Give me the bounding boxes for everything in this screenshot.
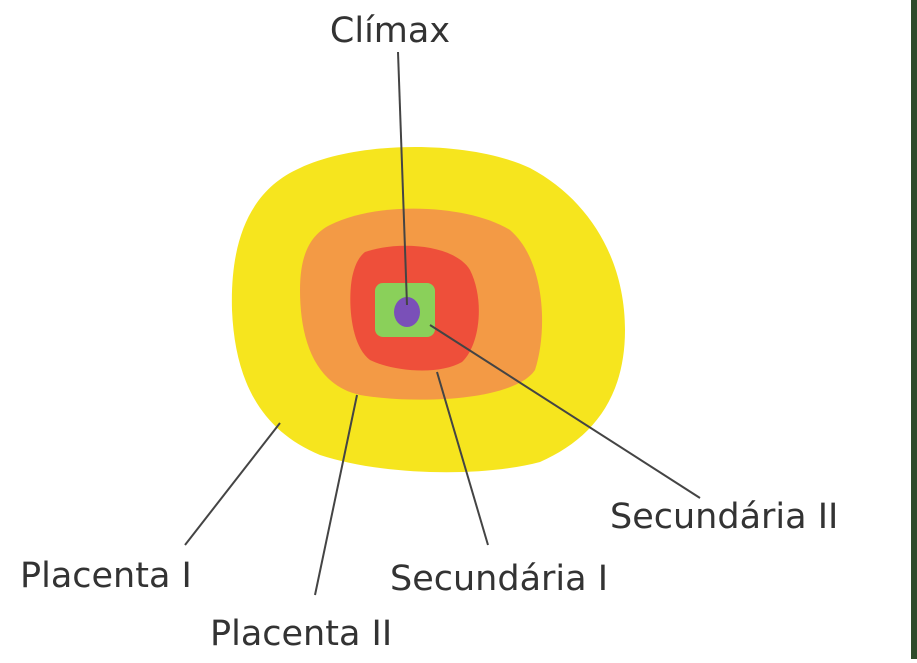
label: Placenta II <box>210 614 392 654</box>
succession-diagram: Clímax Secundária II Secundária I Placen… <box>0 0 917 659</box>
page: {"labels": {"climax": "Clímax", "secunda… <box>0 0 917 659</box>
edge-strip <box>911 0 917 659</box>
label: Secundária I <box>390 559 608 599</box>
label: Secundária II <box>610 497 838 537</box>
label: Placenta I <box>20 556 192 596</box>
label: Clímax <box>330 11 450 51</box>
